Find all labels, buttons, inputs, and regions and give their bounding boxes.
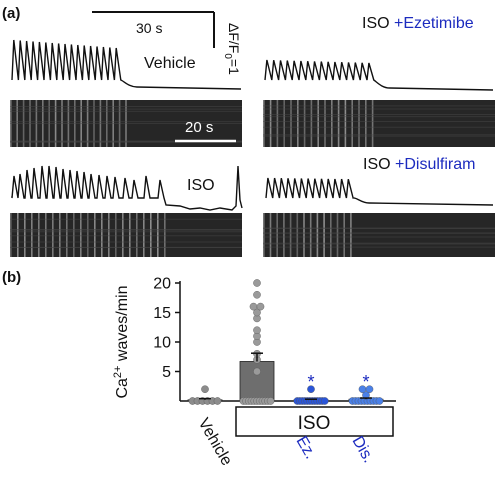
trace-label-vehicle: Vehicle	[144, 55, 196, 72]
iso-group-label: ISO	[298, 413, 331, 434]
data-point	[253, 279, 261, 287]
data-point	[307, 385, 315, 394]
trace-iso-ezetimibe	[264, 59, 494, 91]
data-point	[266, 397, 275, 405]
data-point	[375, 397, 384, 405]
trace-iso-disulfiram	[265, 177, 494, 206]
amplitude-scale-label: ΔF/F0=1	[222, 23, 242, 75]
linescan-iso-disulfiram	[263, 213, 495, 257]
time-scale-label: 30 s	[136, 20, 162, 36]
iso-group-box	[235, 406, 394, 437]
data-point	[253, 367, 261, 376]
data-point	[253, 308, 261, 317]
data-point	[213, 397, 222, 405]
significance-marker: *	[307, 372, 314, 392]
data-point	[256, 302, 265, 311]
linescan-vehicle	[10, 100, 242, 147]
y-tick-label: 20	[153, 276, 171, 293]
data-point	[201, 385, 209, 394]
y-tick-label: 15	[153, 305, 171, 322]
data-point	[365, 385, 374, 394]
y-tick-label: 10	[153, 335, 171, 352]
y-tick-label: 5	[162, 364, 171, 381]
x-tick-label: Ez.	[293, 434, 319, 463]
trace-label-iso: ISO	[187, 177, 215, 194]
linescan-iso-ezetimibe	[263, 100, 495, 147]
data-point	[320, 397, 329, 405]
trace-label-iso-disulfiram: ISO +Disulfiram	[363, 156, 475, 173]
bar	[239, 361, 275, 402]
trace-label-iso-ezetimibe: ISO +Ezetimibe	[362, 15, 474, 32]
panel-b-label: (b)	[2, 269, 21, 286]
x-tick-label: Vehicle	[195, 416, 236, 469]
significance-marker: *	[362, 372, 369, 392]
trace-vehicle	[11, 39, 242, 90]
bar-chart: 5 10 15 20 Ca2+ waves/min * * ISO Vehicle Ez. Dis.	[112, 276, 396, 469]
linescan-scale-label: 20 s	[185, 119, 213, 136]
x-tick-label: Dis.	[349, 434, 378, 466]
linescan-iso	[10, 213, 242, 257]
data-point	[253, 326, 261, 335]
trace-iso	[11, 165, 243, 211]
data-point	[253, 290, 261, 299]
panel-a-label: (a)	[2, 5, 20, 22]
y-axis-label: Ca2+ waves/min	[112, 285, 131, 398]
data-point	[249, 302, 258, 311]
